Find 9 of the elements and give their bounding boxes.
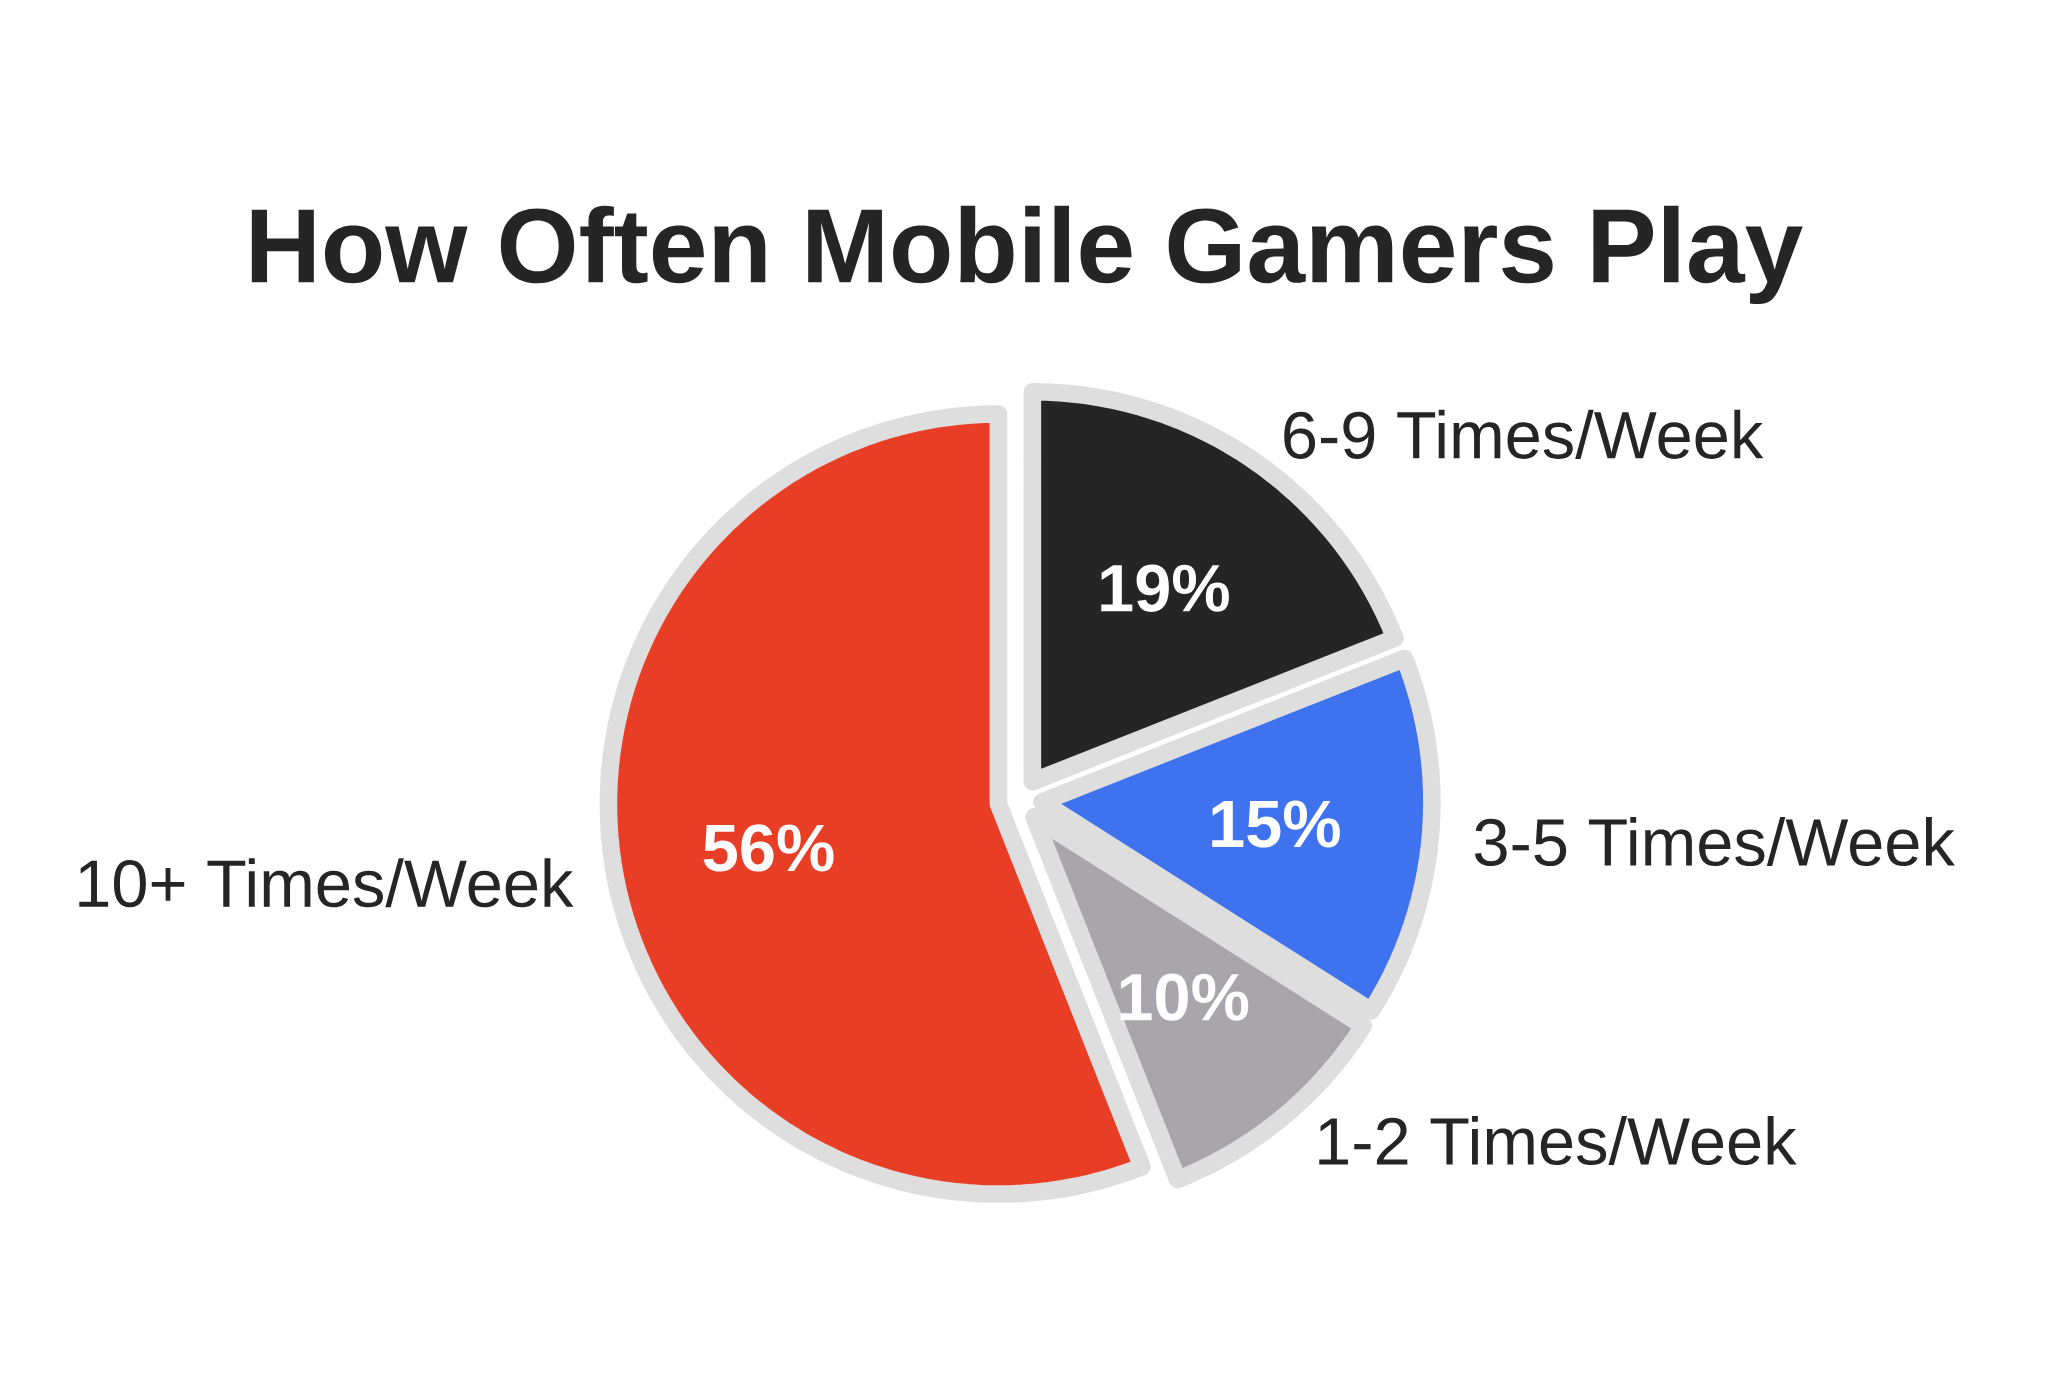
data-label: 56% (703, 824, 834, 872)
data-label: 19% (1101, 564, 1229, 612)
slice-label: 6-9 Times/Week (1284, 409, 1764, 459)
slice-label: 3-5 Times/Week (1475, 817, 1955, 867)
data-label: 15% (1212, 800, 1340, 848)
data-label: 10% (1120, 973, 1249, 1021)
slice-label: 1-2 Times/Week (1319, 1116, 1797, 1166)
chart-title: How Often Mobile Gamers Play (251, 205, 1803, 305)
slice-label: 10+ Times/Week (79, 858, 574, 908)
